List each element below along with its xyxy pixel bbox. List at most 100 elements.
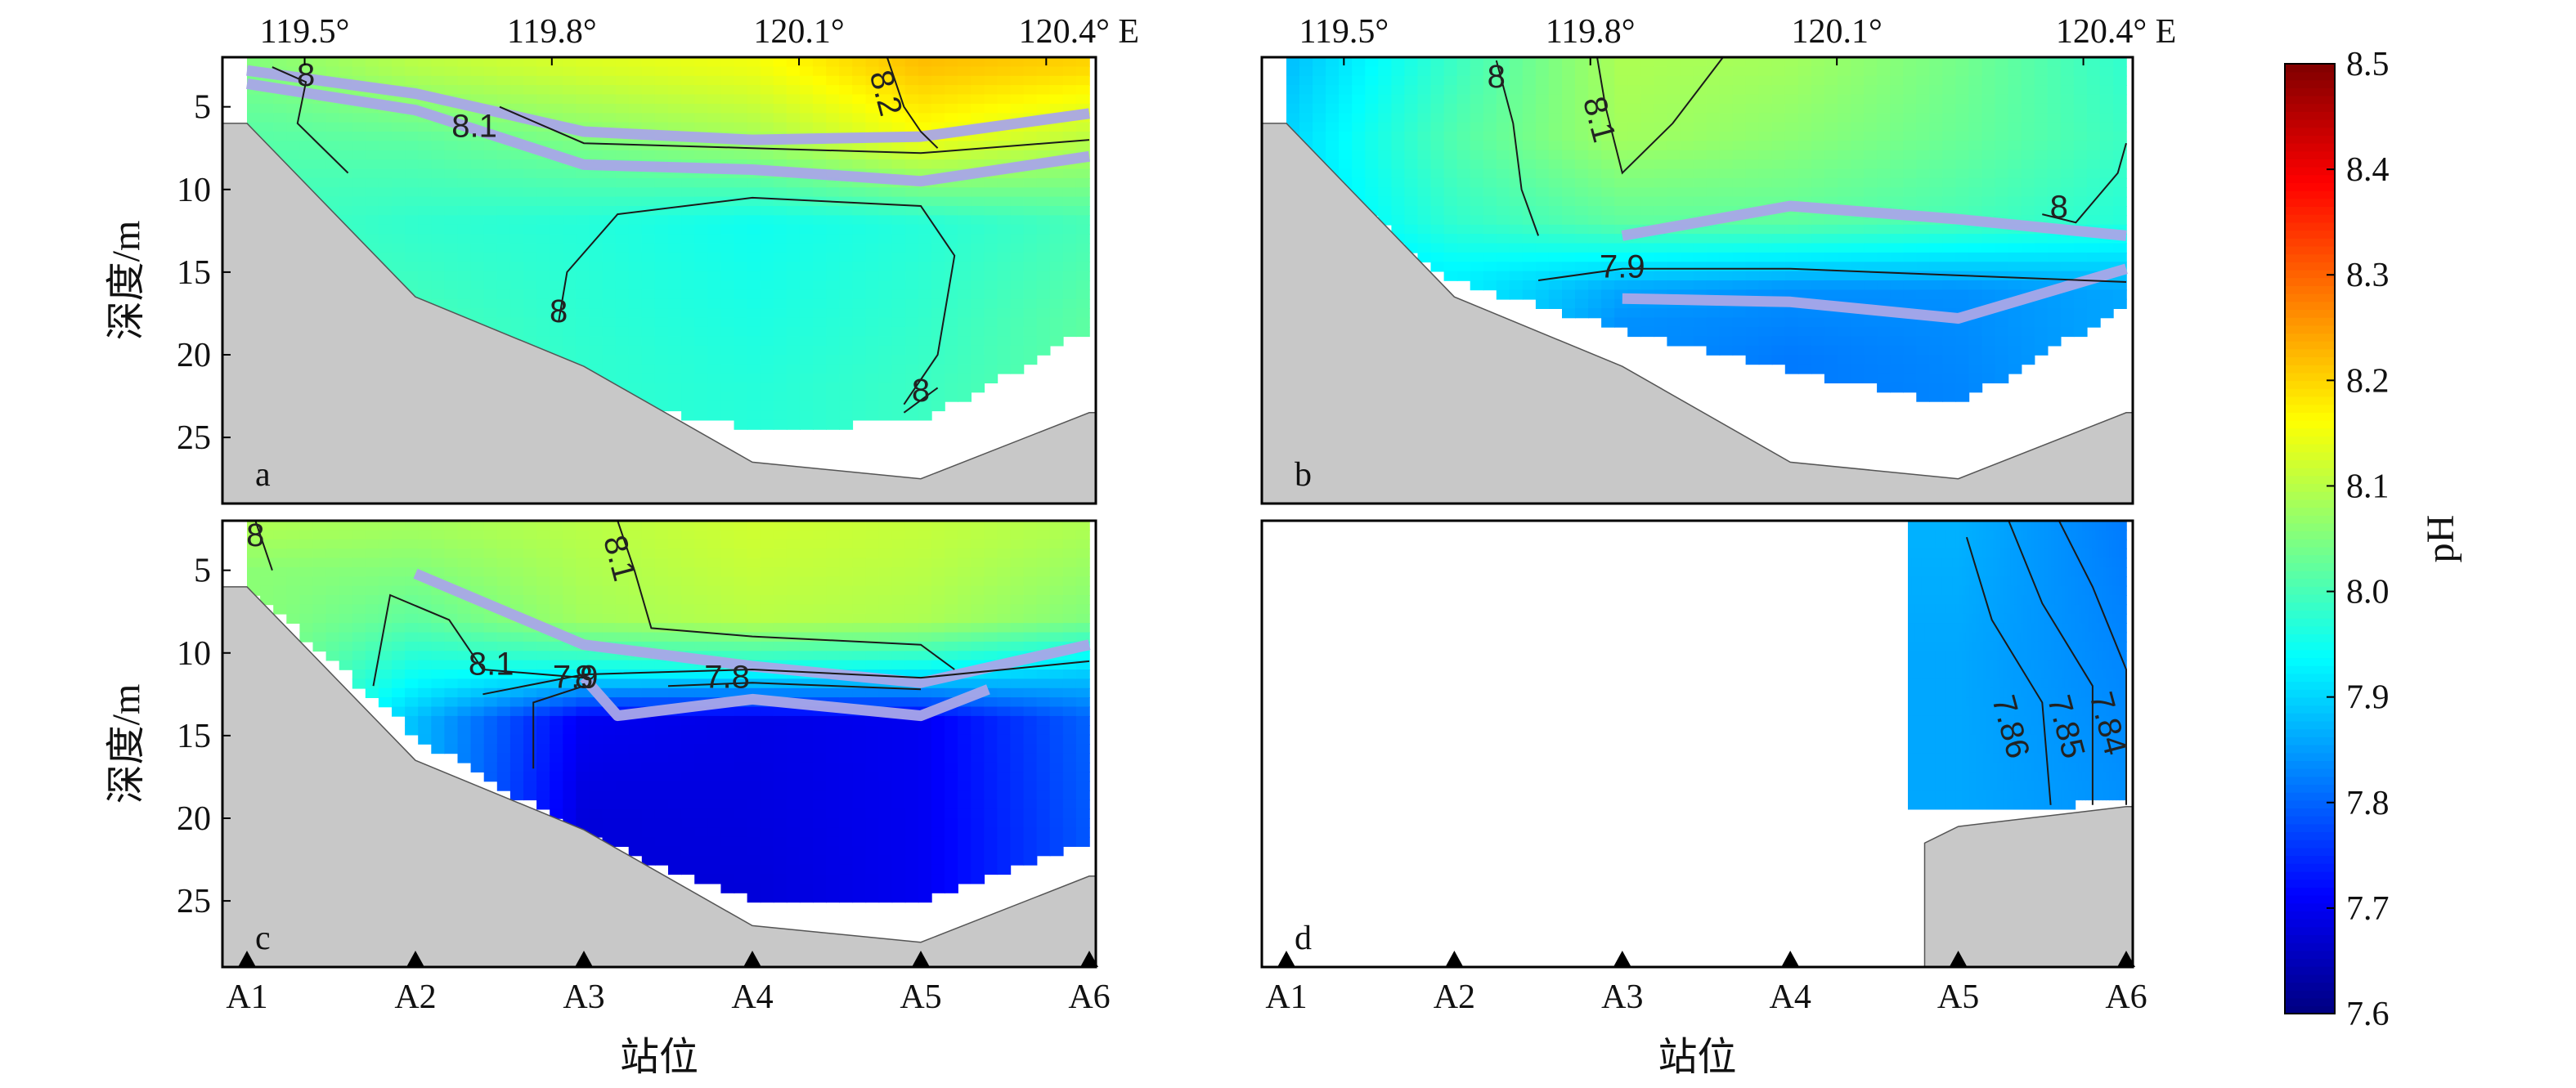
heat-cell: [1811, 122, 1825, 132]
heat-cell: [1010, 289, 1025, 300]
heat-cell: [325, 632, 340, 643]
heat-cell: [852, 410, 867, 421]
heat-cell: [496, 57, 511, 68]
heat-cell: [1758, 132, 1773, 142]
heat-cell: [509, 585, 524, 596]
heat-cell: [1522, 196, 1537, 207]
heat-cell: [602, 781, 617, 791]
heat-cell: [852, 289, 867, 300]
heat-cell: [1601, 206, 1615, 217]
heat-cell: [628, 215, 643, 226]
heat-cell: [418, 66, 433, 77]
heat-cell: [1640, 103, 1655, 114]
heat-cell: [470, 243, 485, 253]
heat-cell: [602, 75, 617, 86]
heat-cell: [694, 103, 709, 114]
heat-cell: [1916, 57, 1931, 68]
heat-cell: [1758, 355, 1773, 365]
heat-cell: [628, 317, 643, 328]
heat-cell: [1640, 196, 1655, 207]
heat-cell: [589, 790, 604, 801]
heat-cell: [602, 613, 617, 624]
heat-cell: [2008, 206, 2022, 217]
heat-cell: [431, 177, 446, 189]
heat-cell: [1784, 57, 1799, 68]
heat-cell: [1456, 168, 1471, 179]
heat-cell: [958, 150, 972, 160]
heat-cell: [352, 122, 366, 132]
heat-cell: [550, 604, 564, 615]
heat-cell: [1851, 132, 1865, 142]
heat-cell: [1864, 289, 1878, 300]
heat-cell: [1942, 94, 1957, 105]
heat-cell: [931, 280, 945, 291]
heat-cell: [550, 641, 564, 652]
heat-cell: [839, 75, 854, 86]
heat-cell: [496, 521, 511, 531]
heat-cell: [1981, 355, 1996, 365]
heat-cell: [470, 206, 485, 217]
heat-cell: [1864, 75, 1878, 86]
heat-cell: [2086, 252, 2101, 263]
heat-cell: [628, 836, 643, 847]
heat-cell: [576, 744, 590, 754]
heat-cell: [852, 364, 867, 374]
heat-cell: [2099, 168, 2114, 179]
heat-cell: [1797, 75, 1812, 86]
heat-cell: [1877, 122, 1891, 132]
heat-cell: [615, 725, 630, 736]
heat-cell: [339, 585, 353, 596]
heat-cell: [1470, 177, 1484, 189]
heat-cell: [1667, 187, 1681, 198]
heat-cell: [1719, 103, 1734, 114]
heat-cell: [1575, 215, 1589, 226]
heat-cell: [958, 373, 972, 383]
heat-cell: [2008, 243, 2022, 253]
heat-cell: [483, 187, 498, 198]
heat-cell: [2086, 94, 2101, 105]
heat-cell: [1877, 94, 1891, 105]
heat-cell: [1968, 289, 1983, 300]
heat-cell: [628, 660, 643, 670]
heat-cell: [523, 224, 537, 235]
heat-cell: [813, 336, 827, 347]
heat-cell: [786, 401, 801, 412]
heat-cell: [1654, 122, 1668, 132]
heat-cell: [1916, 252, 1931, 263]
heat-cell: [1797, 252, 1812, 263]
heat-cell: [628, 772, 643, 782]
heat-cell: [286, 539, 301, 549]
heat-cell: [720, 150, 735, 160]
heat-cell: [444, 613, 459, 624]
heat-cell: [641, 530, 656, 540]
heat-cell: [2047, 326, 2062, 338]
heat-cell: [720, 725, 735, 736]
heat-cell: [1719, 57, 1734, 68]
heat-cell: [958, 262, 972, 272]
heat-cell: [299, 168, 314, 179]
heat-cell: [1955, 103, 1970, 114]
heat-cell: [273, 604, 288, 615]
heat-cell: [2021, 132, 2035, 142]
heat-cell: [509, 772, 524, 782]
heat-cell: [2113, 94, 2127, 105]
heat-cell: [681, 206, 695, 217]
heat-cell: [563, 252, 577, 263]
heat-cell: [1903, 234, 1917, 244]
heat-cell: [523, 548, 537, 559]
heat-cell: [615, 613, 630, 624]
heat-cell: [1496, 103, 1510, 114]
heat-cell: [1654, 326, 1668, 338]
heat-cell: [773, 298, 788, 309]
heat-cell: [694, 539, 709, 549]
heat-cell: [628, 530, 643, 540]
heat-cell: [418, 177, 433, 189]
heat-cell: [1509, 168, 1524, 179]
heat-cell: [773, 85, 788, 96]
heat-cell: [773, 336, 788, 347]
heat-cell: [747, 336, 761, 347]
heat-cell: [1417, 113, 1432, 123]
heat-cell: [431, 262, 446, 272]
heat-cell: [2008, 150, 2022, 160]
heat-cell: [325, 122, 340, 132]
